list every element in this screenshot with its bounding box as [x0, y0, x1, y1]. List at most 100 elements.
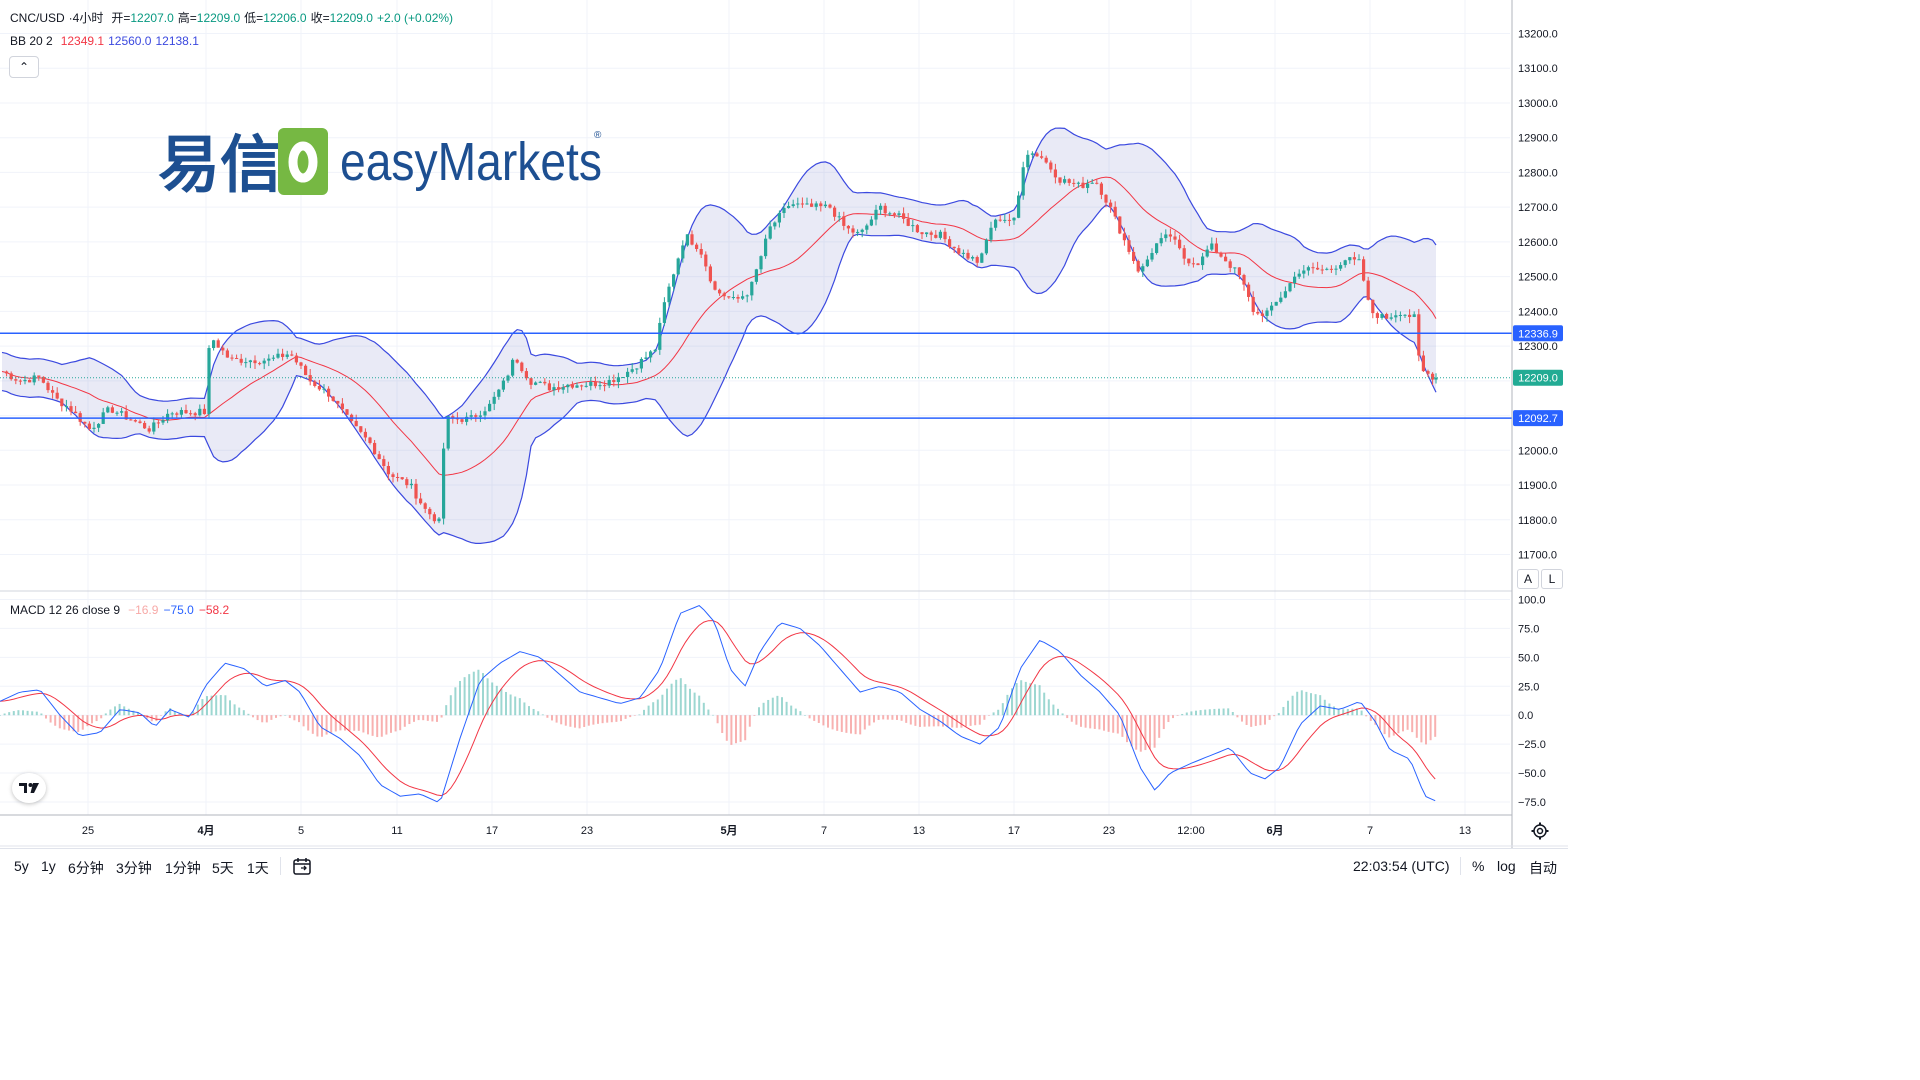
- macd-histogram-bar: [1162, 715, 1165, 730]
- collapse-legend-button[interactable]: ⌃: [9, 56, 39, 78]
- candle-body: [662, 302, 666, 323]
- macd-histogram-bar: [8, 712, 11, 716]
- macd-axis-label: 0.0: [1518, 710, 1533, 722]
- macd-histogram-bar: [1259, 715, 1262, 726]
- macd-histogram-bar: [624, 715, 627, 719]
- timeframe[interactable]: 4小时: [72, 11, 104, 25]
- macd-histogram-bar: [1310, 693, 1312, 716]
- macd-histogram-bar: [348, 715, 351, 731]
- bb-label[interactable]: BB 20 2: [10, 34, 53, 48]
- macd-histogram-bar: [426, 715, 429, 721]
- candle-body: [170, 413, 174, 415]
- macd-histogram-bar: [1158, 715, 1161, 738]
- range-5d-button[interactable]: 5天: [212, 860, 234, 876]
- range-3min-button[interactable]: 3分钟: [116, 860, 152, 876]
- macd-histogram-bar: [758, 707, 760, 716]
- candle-body: [299, 362, 303, 366]
- candle-body: [28, 379, 32, 383]
- candle-body: [143, 422, 147, 429]
- candle-body: [1086, 183, 1090, 188]
- candle-body: [124, 411, 128, 420]
- macd-histogram-bar: [781, 697, 783, 716]
- range-1min-button[interactable]: 1分钟: [165, 860, 201, 876]
- macd-histogram-bar: [1314, 694, 1317, 716]
- tradingview-logo[interactable]: [12, 773, 46, 803]
- bollinger-bands: [1, 127, 1437, 544]
- candle-body: [1076, 182, 1080, 184]
- horizontal-lines[interactable]: [0, 332, 1512, 419]
- logo-green-tile: [278, 128, 328, 195]
- candle-body: [754, 269, 758, 282]
- macd-histogram-bar: [776, 695, 779, 716]
- log-scale-button[interactable]: L: [1541, 569, 1563, 589]
- macd-histogram-bar: [505, 691, 507, 716]
- candle-body: [768, 226, 772, 239]
- percent-toggle[interactable]: %: [1472, 858, 1485, 874]
- candle-body: [911, 225, 915, 227]
- date-range-icon[interactable]: [292, 856, 314, 879]
- macd-histogram-bar: [514, 696, 517, 716]
- macd-axis-label: −75.0: [1518, 797, 1546, 809]
- macd-histogram-bar: [210, 695, 213, 716]
- candles: [5, 150, 1438, 525]
- candle-body: [152, 422, 156, 432]
- symbol-name[interactable]: CNC/USD: [10, 11, 65, 25]
- macd-histogram-bar: [1052, 704, 1055, 716]
- range-1y-button[interactable]: 1y: [41, 858, 56, 874]
- candle-body: [1233, 267, 1237, 269]
- range-6min-button[interactable]: 6分钟: [68, 860, 104, 876]
- bb-basis-value: 12560.0: [108, 34, 152, 48]
- candle-body: [575, 385, 579, 388]
- candle-body: [846, 225, 850, 229]
- macd-histogram-bar: [1245, 715, 1248, 725]
- candle-body: [244, 362, 248, 364]
- macd-histogram-bar: [735, 715, 737, 744]
- candle-body: [1293, 276, 1297, 284]
- logo-chinese: 易信: [158, 131, 282, 200]
- candle-body: [672, 274, 676, 287]
- price-axis-label: 11800.0: [1518, 515, 1557, 527]
- candle-body: [713, 281, 717, 290]
- macd-histogram-bar: [1379, 715, 1381, 730]
- candle-body: [83, 421, 87, 424]
- macd-histogram-bar: [1204, 709, 1207, 716]
- macd-histogram-bar: [1397, 715, 1400, 734]
- macd-histogram-bar: [1199, 710, 1202, 716]
- auto-scale-button[interactable]: A: [1517, 569, 1539, 589]
- range-1d-button[interactable]: 1天: [247, 860, 269, 876]
- price-axis-label: 13000.0: [1518, 98, 1558, 110]
- macd-histogram-bar: [486, 678, 489, 716]
- macd-histogram-bar: [1282, 706, 1285, 716]
- candle-body: [1012, 217, 1016, 221]
- candle-body: [667, 286, 671, 303]
- macd-histogram-bar: [1402, 715, 1404, 732]
- candle-body: [561, 387, 565, 390]
- macd-histogram-bar: [1264, 715, 1266, 725]
- macd-histogram-bar: [339, 715, 342, 731]
- utc-clock[interactable]: 22:03:54 (UTC): [1353, 858, 1450, 874]
- candle-body: [1104, 194, 1108, 203]
- auto-toggle[interactable]: 自动: [1529, 860, 1557, 876]
- candle-body: [649, 351, 653, 358]
- macd-histogram-bar: [569, 715, 572, 727]
- candle-body: [1302, 270, 1306, 274]
- price-tag-last: 12209.0: [1518, 373, 1558, 385]
- settings-gear-icon[interactable]: [1530, 821, 1550, 841]
- macd-histogram-bar: [63, 715, 66, 730]
- macd-histogram-bar: [1075, 715, 1078, 725]
- log-toggle[interactable]: log: [1497, 858, 1516, 874]
- macd-histogram-bar: [983, 715, 986, 720]
- macd-histogram-bar: [997, 709, 1000, 716]
- macd-histogram-bar: [836, 715, 839, 731]
- macd-histogram-bar: [923, 715, 926, 727]
- macd-histogram-bar: [1103, 715, 1105, 731]
- macd-histogram-bar: [357, 715, 360, 731]
- macd-label[interactable]: MACD 12 26 close 9: [10, 603, 121, 617]
- range-5y-button[interactable]: 5y: [14, 858, 29, 874]
- time-axis-label: 25: [82, 825, 94, 837]
- macd-histogram-bar: [26, 710, 29, 716]
- candle-body: [823, 204, 827, 207]
- candle-body: [423, 503, 427, 509]
- candle-body: [814, 203, 818, 207]
- macd-histogram-bar: [1227, 708, 1230, 716]
